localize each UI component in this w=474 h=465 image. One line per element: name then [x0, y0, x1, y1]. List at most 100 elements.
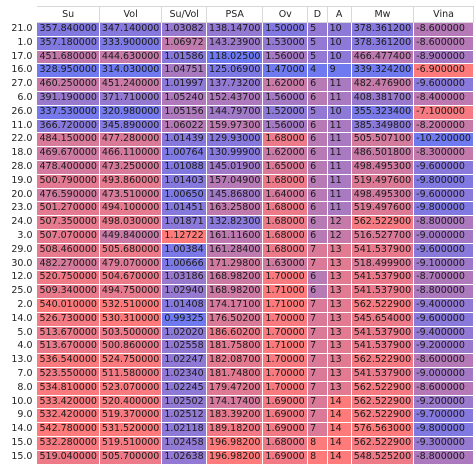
row-label: 17.0 [3, 49, 38, 65]
heatmap-cell: 196.98200 [206, 435, 264, 451]
heatmap-cell: 1.02502 [161, 394, 208, 410]
heatmap-cell: 182.08700 [206, 353, 264, 368]
heatmap-cell: 11 [326, 187, 352, 203]
heatmap-cell: 408.381700 [350, 90, 415, 106]
row-label: 30.0 [3, 256, 38, 272]
table-body: 21.0 357.840000 347.140000 1.03082 138.14700… [3, 22, 474, 465]
table-row: 20.0 476.590000 473.510000 1.00650 145.86800… [3, 187, 474, 203]
heatmap-cell: 14 [326, 394, 352, 410]
heatmap-cell: 519.040000 [36, 449, 100, 465]
heatmap-cell: 505.700000 [98, 449, 163, 465]
heatmap-cell: -8.300000 [413, 146, 474, 161]
row-label: 25.0 [3, 284, 38, 299]
heatmap-cell: 181.74800 [206, 366, 264, 382]
heatmap-cell: 482.476900 [350, 77, 415, 92]
column-header: Vol [98, 6, 163, 23]
heatmap-cell: 1.02512 [161, 408, 208, 424]
heatmap-cell: 14 [326, 449, 352, 465]
table-row: 4.0 513.670000 500.860000 1.02558 181.75800 1… [3, 339, 474, 355]
heatmap-cell: 7 [307, 325, 328, 341]
heatmap-cell: 494.100000 [98, 201, 163, 217]
row-label: 23.0 [3, 201, 38, 217]
heatmap-cell: 562.522900 [350, 394, 415, 410]
row-label: 6.0 [3, 90, 38, 106]
heatmap-cell: 507.070000 [36, 228, 100, 244]
heatmap-cell: 504.670000 [98, 270, 163, 286]
heatmap-cell: 508.460000 [36, 242, 100, 258]
heatmap-cell: 1.70000 [262, 380, 309, 396]
heatmap-cell: 519.497600 [350, 201, 415, 217]
heatmap-cell: 13 [326, 311, 352, 327]
heatmap-cell: -8.800000 [413, 284, 474, 299]
heatmap-cell: 1.01997 [161, 77, 208, 92]
heatmap-cell: 11 [326, 201, 352, 217]
heatmap-cell: 161.11600 [206, 228, 264, 244]
heatmap-cell: 498.495300 [350, 159, 415, 175]
corner-cell [3, 6, 38, 23]
row-label: 20.0 [3, 187, 38, 203]
heatmap-cell: 1.68000 [262, 215, 309, 230]
heatmap-cell: 13 [326, 380, 352, 396]
row-label: 14.0 [3, 422, 38, 437]
heatmap-cell: 1.01871 [161, 215, 208, 230]
heatmap-cell: 10 [326, 104, 352, 120]
heatmap-cell: 1.65000 [262, 159, 309, 175]
heatmap-cell: 1.56000 [262, 118, 309, 134]
heatmap-cell: 519.370000 [98, 408, 163, 424]
heatmap-cell: 13 [326, 325, 352, 341]
table-row: 6.0 391.190000 371.710000 1.05240 152.43700 1… [3, 90, 474, 106]
column-header: D [307, 6, 328, 23]
heatmap-cell: 7 [307, 339, 328, 355]
heatmap-cell: -9.600000 [413, 242, 474, 258]
heatmap-cell: 545.654000 [350, 311, 415, 327]
heatmap-cell: 13 [326, 270, 352, 286]
heatmap-cell: 536.540000 [36, 353, 100, 368]
heatmap-cell: 534.810000 [36, 380, 100, 396]
heatmap-cell: 339.324200 [350, 63, 415, 79]
heatmap-cell: 1.52000 [262, 104, 309, 120]
heatmap-cell: 6 [307, 146, 328, 161]
heatmap-cell: 541.537900 [350, 242, 415, 258]
heatmap-cell: -9.000000 [413, 366, 474, 382]
heatmap-cell: -8.600000 [413, 22, 474, 37]
row-label: 24.0 [3, 215, 38, 230]
row-label: 26.0 [3, 104, 38, 120]
heatmap-cell: 14 [326, 422, 352, 437]
heatmap-cell: 1.70000 [262, 270, 309, 286]
heatmap-cell: 498.030000 [98, 215, 163, 230]
table-row: 7.0 523.550000 511.580000 1.02340 181.74800 1… [3, 366, 474, 382]
table-row: 15.0 532.280000 519.510000 1.02458 196.98200… [3, 435, 474, 451]
heatmap-cell: 7 [307, 256, 328, 272]
heatmap-cell: -9.600000 [413, 187, 474, 203]
heatmap-cell: -9.100000 [413, 256, 474, 272]
heatmap-cell: 576.563000 [350, 422, 415, 437]
heatmap-cell: 1.01451 [161, 201, 208, 217]
heatmap-cell: -9.600000 [413, 311, 474, 327]
row-label: 10.0 [3, 394, 38, 410]
header-row: Su Vol Su/Vol PSA Ov D A Mw Vina [3, 6, 474, 23]
heatmap-cell: 5 [307, 49, 328, 65]
table-row: 14.0 542.780000 531.520000 1.02118 189.18200… [3, 422, 474, 437]
heatmap-cell: 7 [307, 380, 328, 396]
heatmap-cell: -9.600000 [413, 159, 474, 175]
heatmap-cell: -8.900000 [413, 49, 474, 65]
heatmap-cell: 138.14700 [206, 22, 264, 37]
heatmap-cell: 1.62000 [262, 77, 309, 92]
heatmap-cell: 451.240000 [98, 77, 163, 92]
heatmap-cell: 1.00764 [161, 146, 208, 161]
heatmap-cell: 501.270000 [36, 201, 100, 217]
heatmap-cell: -9.600000 [413, 77, 474, 92]
heatmap-cell: -8.800000 [413, 215, 474, 230]
heatmap-cell: 562.522900 [350, 353, 415, 368]
heatmap-cell: -8.200000 [413, 118, 474, 134]
table-row: 1.0 357.180000 333.900000 1.06972 143.23900 1… [3, 35, 474, 51]
heatmap-cell: 500.860000 [98, 339, 163, 355]
column-header: Mw [350, 6, 415, 23]
heatmap-cell: 11 [326, 90, 352, 106]
row-label: 3.0 [3, 228, 38, 244]
heatmap-cell: 11 [326, 118, 352, 134]
heatmap-cell: 314.030000 [98, 63, 163, 79]
heatmap-cell: 541.537900 [350, 366, 415, 382]
heatmap-cell: 482.270000 [36, 256, 100, 272]
heatmap-cell: 10 [326, 49, 352, 65]
